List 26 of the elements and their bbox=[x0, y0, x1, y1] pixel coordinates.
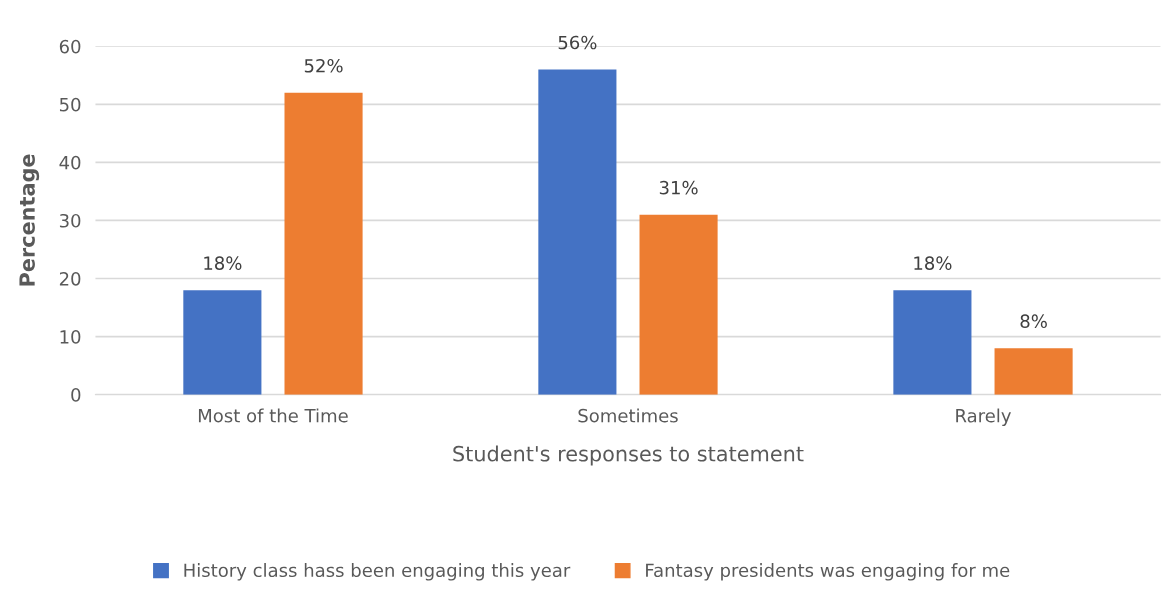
data-label: 56% bbox=[558, 35, 597, 50]
y-tick-label: 40 bbox=[59, 155, 81, 170]
y-axis-title: Percentage bbox=[19, 154, 40, 286]
bar bbox=[994, 348, 1073, 395]
data-label: 52% bbox=[304, 58, 343, 73]
bar bbox=[538, 69, 617, 395]
x-axis-title: Student's responses to statement bbox=[453, 445, 804, 466]
bar bbox=[284, 92, 363, 395]
bar bbox=[183, 290, 262, 395]
x-tick-label: Most of the Time bbox=[198, 408, 348, 423]
y-tick-label: 0 bbox=[71, 388, 81, 402]
data-label: 18% bbox=[204, 256, 242, 270]
y-tick-label: 50 bbox=[59, 97, 81, 112]
x-tick-label: Sometimes bbox=[578, 408, 678, 423]
bar bbox=[893, 290, 972, 395]
y-tick-label: 10 bbox=[60, 330, 81, 344]
x-tick-label: Rarely bbox=[956, 408, 1011, 426]
data-label: 8% bbox=[1020, 314, 1047, 329]
legend-label: History class hass been engaging this year bbox=[184, 563, 571, 581]
y-tick-label: 30 bbox=[59, 213, 81, 228]
y-tick-label: 20 bbox=[59, 271, 81, 286]
bar bbox=[639, 214, 718, 395]
data-label: 31% bbox=[659, 180, 698, 195]
legend-label: Fantasy presidents was engaging for me bbox=[646, 563, 1010, 581]
y-tick-label: 60 bbox=[59, 39, 81, 54]
data-label: 18% bbox=[914, 256, 952, 270]
